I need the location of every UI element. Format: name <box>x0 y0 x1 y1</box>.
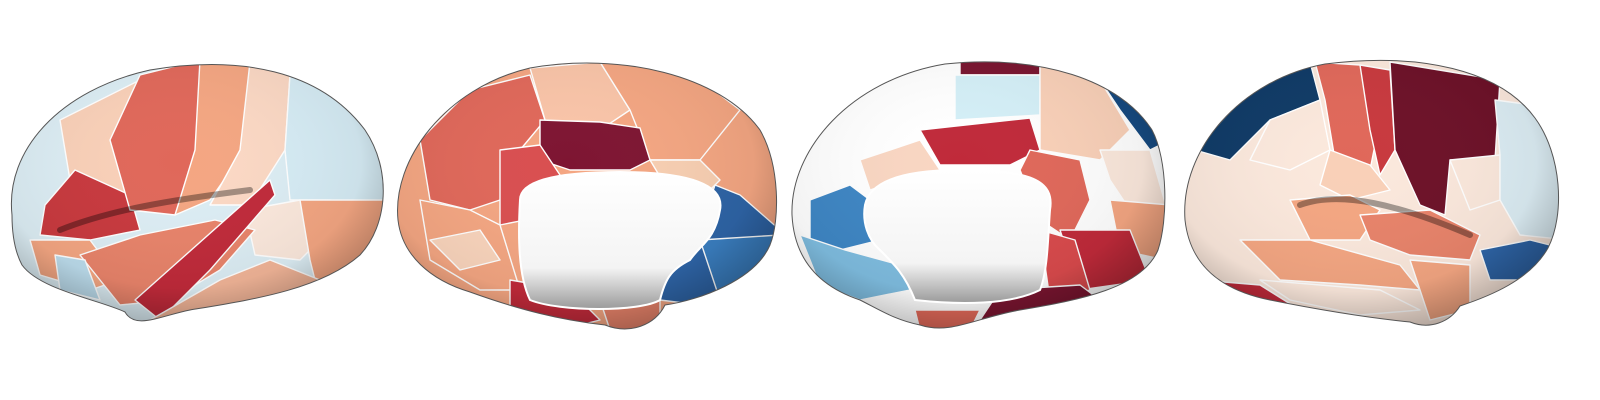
outline-left-lateral <box>10 64 384 322</box>
brain-view-right-medial <box>791 61 1166 329</box>
brain-view-left-medial <box>397 62 778 330</box>
medial-wall-left <box>518 170 722 310</box>
brain-view-left-lateral <box>10 64 384 322</box>
sylvian-fissure-right <box>1297 196 1473 238</box>
sylvian-fissure-left <box>57 187 253 233</box>
medial-wall-right <box>863 168 1052 304</box>
brain-view-right-lateral <box>1184 59 1560 326</box>
outline-right-lateral <box>1184 59 1560 326</box>
